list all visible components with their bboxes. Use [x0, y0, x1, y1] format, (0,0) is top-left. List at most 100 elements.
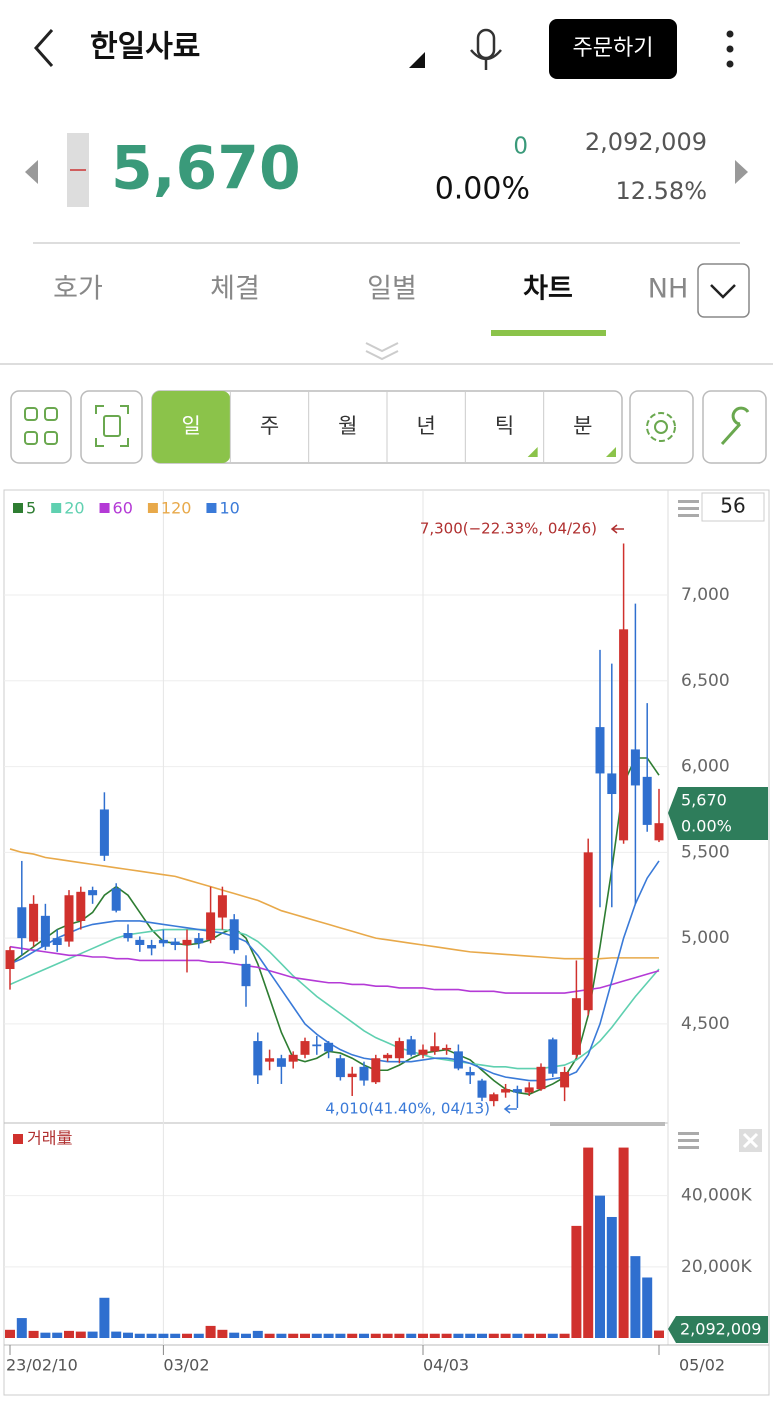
candle-body [17, 907, 27, 939]
prev-arrow[interactable] [25, 160, 38, 184]
legend-swatch [147, 503, 158, 513]
volume-bar [134, 1333, 145, 1338]
volume-bar [193, 1333, 204, 1338]
volume-bar [158, 1333, 169, 1338]
menu-icon[interactable] [678, 500, 699, 517]
volume-bar [111, 1331, 122, 1338]
ma-line [9, 848, 659, 960]
candle-body [265, 1058, 275, 1062]
candle-body [194, 938, 204, 944]
candle-body [453, 1051, 463, 1069]
period-button[interactable]: 월 [338, 414, 357, 438]
volume-bar [524, 1333, 535, 1338]
settings-icon [646, 412, 676, 442]
candle-body [206, 912, 216, 940]
count-box[interactable] [701, 492, 765, 522]
candle-body [135, 939, 145, 945]
volume-bar [382, 1333, 393, 1338]
volume-bar [99, 1297, 110, 1338]
volume-bar [323, 1333, 334, 1338]
tab[interactable]: 체결 [210, 274, 260, 305]
volume-bar [288, 1333, 299, 1338]
fullscreen-button[interactable] [80, 390, 143, 464]
y-tick-label: 40,000K [681, 1186, 752, 1206]
candle-body [29, 903, 39, 942]
legend-swatch [13, 1134, 23, 1144]
next-arrow[interactable] [735, 160, 748, 184]
layout-button[interactable] [10, 390, 72, 464]
candle-body [571, 998, 581, 1055]
volume-bar [406, 1333, 417, 1338]
mic-icon[interactable] [470, 28, 502, 70]
y-tick-label: 5,000 [681, 928, 730, 948]
candle-body [276, 1058, 286, 1067]
tools-button[interactable] [702, 390, 767, 464]
volume-bar [311, 1333, 322, 1338]
tab[interactable]: 차트 [523, 274, 573, 305]
settings-button[interactable] [629, 390, 694, 464]
tab[interactable]: NH [648, 274, 689, 305]
more-menu[interactable] [726, 30, 734, 68]
plot: 4,500 5,000 5,500 6,000 6,500 7,000 20,000K 40,… [4, 490, 768, 1375]
candle-body [170, 941, 180, 945]
price-change: 0 [513, 134, 528, 160]
candle-body [64, 895, 74, 942]
volume-bar [465, 1333, 476, 1338]
turnover: 12.58% [615, 177, 707, 205]
dropdown-indicator[interactable] [409, 52, 425, 68]
period-button[interactable]: 일 [182, 414, 201, 438]
volume-bar [477, 1333, 487, 1338]
candle-body [394, 1041, 404, 1059]
last-change: 0.00% [681, 817, 732, 836]
candle-body [512, 1089, 522, 1093]
tab[interactable]: 일별 [367, 274, 417, 305]
ma-line [9, 757, 660, 1096]
candle-body [40, 915, 50, 947]
expand-handle[interactable] [365, 342, 399, 361]
legend-label: 5 [26, 499, 36, 518]
candle-body [583, 852, 593, 1011]
x-tick-label: 04/03 [423, 1356, 469, 1375]
scrollbar[interactable] [550, 1122, 665, 1126]
volume-bar [429, 1333, 440, 1338]
volume-bar [500, 1333, 511, 1338]
back-button[interactable] [33, 29, 54, 67]
period-selected [152, 391, 231, 463]
candle-body [217, 895, 227, 918]
menu-icon[interactable] [678, 1132, 699, 1149]
volume-bar [559, 1333, 570, 1338]
volume-bar [654, 1330, 664, 1338]
volume-bar [241, 1333, 251, 1338]
order-button[interactable] [549, 19, 677, 79]
period-button[interactable]: 년 [417, 414, 436, 438]
y-tick-label: 4,500 [681, 1014, 730, 1034]
volume-bar [75, 1331, 86, 1338]
period-button[interactable]: 틱 [495, 414, 514, 438]
y-tick-label: 6,000 [681, 757, 730, 777]
stock-name: 한일사료 [90, 30, 200, 65]
volume-bar [229, 1332, 240, 1338]
legend-label: 60 [113, 499, 133, 518]
volume-bar [370, 1333, 381, 1338]
volume-bar [276, 1333, 287, 1338]
period-button[interactable]: 주 [260, 414, 279, 438]
volume-bar [264, 1333, 275, 1338]
volume-bar [571, 1225, 582, 1338]
candle-body [465, 1071, 475, 1076]
tab-dropdown[interactable] [697, 263, 750, 318]
candle-body [347, 1073, 357, 1078]
volume-bar [595, 1195, 605, 1338]
candle-body [182, 939, 192, 945]
volume-bar [583, 1147, 594, 1338]
volume-bar [394, 1333, 405, 1338]
candle-body [123, 932, 133, 939]
high-arrow [610, 524, 624, 534]
volume-bar [5, 1329, 15, 1338]
period-button[interactable]: 분 [573, 414, 592, 438]
chart-frame [3, 489, 770, 1396]
volume-bar [205, 1325, 216, 1338]
tab[interactable]: 호가 [53, 274, 103, 305]
volume-bar [453, 1333, 464, 1338]
candle-body [99, 809, 109, 856]
